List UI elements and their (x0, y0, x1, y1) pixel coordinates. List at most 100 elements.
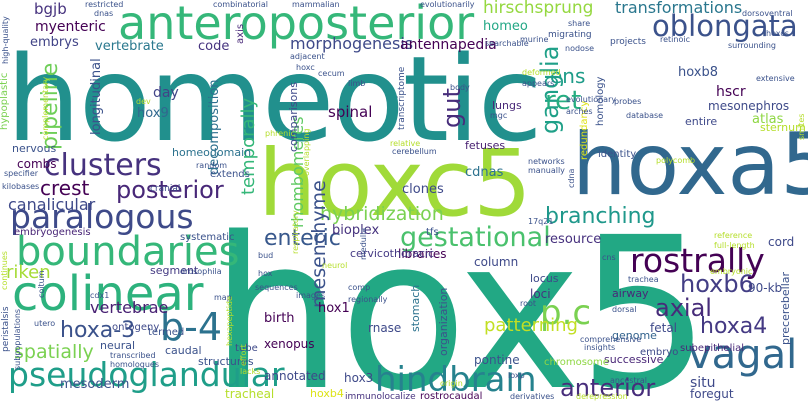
cloud-word: coitum (37, 270, 46, 298)
cloud-word: hirschsprung (483, 0, 594, 18)
cloud-word: hoxb8 (678, 65, 719, 80)
cloud-word: bud (258, 251, 274, 260)
cloud-word: manually (528, 166, 565, 175)
cloud-word: hoxc (296, 63, 315, 72)
cloud-word: structures (198, 355, 254, 368)
cloud-word: comparisons (287, 82, 300, 152)
cloud-word: tfs (426, 227, 439, 238)
cloud-word: vagal (688, 332, 798, 378)
cloud-word: ontogeny (112, 322, 160, 333)
cloud-word: searchable (485, 39, 529, 48)
cloud-word: cns (602, 253, 616, 262)
cloud-word: riken (6, 262, 51, 283)
cloud-word: homeodomain (172, 146, 252, 159)
cloud-word: hoxb4 (310, 387, 344, 400)
cloud-word: clones (402, 182, 444, 197)
cloud-word: morphogenesis (290, 34, 414, 53)
cloud-word: embryogenesis (14, 227, 91, 238)
cloud-word: longitudinal (89, 58, 104, 135)
cloud-word: embryo (640, 347, 679, 358)
cloud-word: arches (566, 107, 593, 116)
cloud-word: anteroposterior (118, 0, 475, 50)
cloud-word: origin (440, 379, 463, 388)
cloud-word: random (196, 161, 228, 170)
cloud-word: projects (610, 37, 646, 47)
cloud-word: nodose (565, 44, 595, 53)
cloud-word: immunolocalize (345, 392, 416, 402)
cloud-word: hybridization (320, 203, 444, 225)
cloud-word: surrounding (728, 41, 776, 50)
cloud-word: utero (34, 319, 56, 328)
cloud-word: dev (136, 97, 151, 106)
cloud-word: peristalsis (1, 306, 11, 352)
cloud-word: myenteric (35, 19, 106, 35)
cloud-word: successive (604, 353, 664, 366)
cloud-word: foregut (690, 387, 734, 401)
cloud-word: retinoic (660, 35, 690, 44)
cloud-word: mgc (490, 111, 508, 120)
cloud-word: embrys (30, 35, 79, 50)
cloud-word: cervicothoracic (350, 247, 435, 260)
cloud-word: hox (258, 269, 273, 278)
cloud-word: comprehensive (580, 335, 642, 344)
cloud-word: atlas (752, 112, 784, 127)
cloud-word: axial (655, 294, 712, 322)
cloud-word: regionally (348, 295, 388, 304)
cloud-word: enteric (264, 226, 341, 251)
cloud-word: deformed (522, 68, 561, 77)
cloud-word: map (214, 293, 232, 302)
cloud-word: rnase (368, 321, 402, 335)
cloud-word: cerebellum (392, 147, 437, 156)
cloud-word: rostrally (630, 241, 765, 280)
cloud-word: bgjb (34, 0, 67, 18)
cloud-word: images (296, 291, 326, 300)
cloud-word: cdna (567, 168, 576, 188)
cloud-word: fetuses (465, 139, 506, 152)
cloud-word: organization (437, 287, 450, 356)
cloud-word: transcribed (110, 351, 156, 360)
cloud-word: combs (17, 157, 57, 171)
cloud-word: posterior (116, 176, 224, 204)
cloud-word: hindbrain (375, 360, 537, 400)
cloud-word: high-quality (1, 16, 10, 64)
cloud-word: rostrocaudal (420, 391, 483, 402)
cloud-word: hexapeptide (225, 296, 234, 346)
cloud-word: combinatorial (213, 0, 269, 9)
cloud-word: insights (584, 343, 616, 352)
cloud-word: kilobases (2, 182, 40, 191)
cloud-word: lungs (492, 99, 522, 112)
cloud-word: gestational (400, 222, 551, 253)
cloud-word: hox9 (137, 106, 169, 121)
cloud-word: entire (685, 115, 718, 128)
cloud-word: canalicular (8, 195, 96, 214)
cloud-word: ret (545, 86, 582, 116)
cloud-word: bioplex (332, 223, 380, 238)
cloud-word: branching (545, 204, 656, 229)
cloud-word: fetal (650, 321, 677, 335)
cloud-word: trachea (628, 275, 659, 284)
cloud-word: p.c (540, 293, 592, 333)
cloud-word: neural (100, 339, 136, 352)
cloud-word: appears (522, 79, 555, 88)
cloud-word: hoxa4 (700, 314, 768, 339)
cloud-word: extensive (756, 74, 795, 83)
cloud-word: hoxb6 (680, 270, 754, 298)
cloud-word: sternum (760, 121, 806, 134)
cloud-word: homologues (110, 360, 160, 369)
cloud-word: medulla (359, 227, 368, 260)
cloud-word: code (198, 39, 230, 54)
cloud-word: embryonic (710, 267, 753, 276)
cloud-word: restricted (85, 0, 124, 9)
cloud-word: share (568, 19, 591, 28)
cloud-word: systematic (180, 232, 235, 243)
cloud-word: birth (264, 311, 295, 326)
cloud-word: antennapedia (400, 37, 497, 53)
cloud-word: hox3 (344, 371, 374, 385)
cloud-word: paralogous (10, 197, 194, 236)
cloud-word: cecum (318, 69, 345, 78)
cloud-word: mesoderm (60, 377, 130, 392)
cloud-word: lacks (240, 367, 261, 376)
cloud-word: chromosome (544, 357, 609, 368)
cloud-word: 90-kb (748, 281, 783, 295)
cloud-word: anterior (560, 374, 656, 402)
